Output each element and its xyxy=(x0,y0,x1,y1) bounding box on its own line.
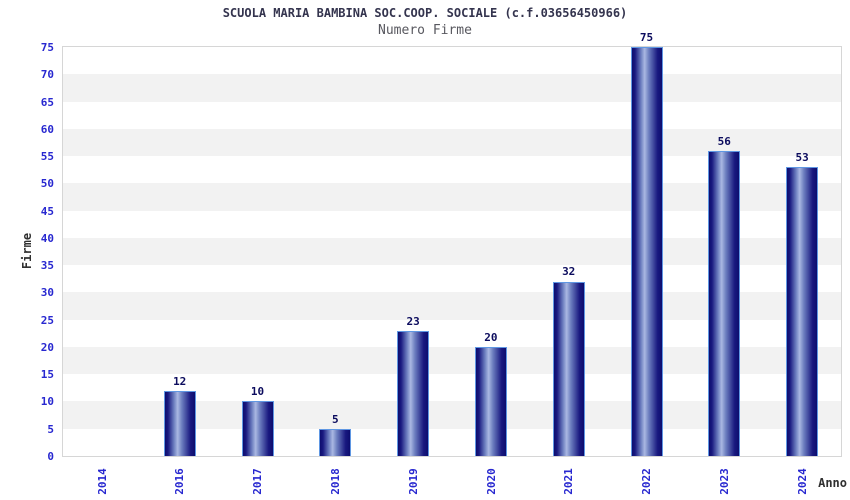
bar-value-label: 12 xyxy=(173,374,187,388)
bar-value-label: 5 xyxy=(331,412,339,426)
bar-2018 xyxy=(319,428,352,456)
bar-value-label: 32 xyxy=(562,265,576,279)
x-axis-title: Anno xyxy=(818,476,847,490)
plot-area xyxy=(62,46,842,457)
chart-subtitle: Numero Firme xyxy=(378,23,472,38)
y-tick-label: 10 xyxy=(40,395,54,409)
x-tick-label: 2018 xyxy=(315,461,355,500)
x-tick-label-text: 2023 xyxy=(717,468,731,495)
bar-2019 xyxy=(397,330,430,456)
grid-band xyxy=(63,47,841,75)
grid-band xyxy=(63,101,841,129)
y-tick-label: 50 xyxy=(40,177,54,191)
y-tick-label: 5 xyxy=(47,422,54,436)
y-tick-label: 55 xyxy=(40,150,54,164)
x-tick-label-text: 2017 xyxy=(251,468,264,495)
grid-band xyxy=(63,74,841,102)
x-tick-label-text: 2019 xyxy=(406,468,420,495)
y-tick-label: 30 xyxy=(40,286,54,300)
x-tick-label: 2017 xyxy=(238,461,278,500)
y-tick-label: 0 xyxy=(47,450,54,463)
x-tick-label: 2022 xyxy=(627,461,667,500)
y-tick-label: 70 xyxy=(40,68,54,82)
x-tick-label-text: 2016 xyxy=(173,468,187,495)
x-tick-label: 2014 xyxy=(82,461,122,500)
bar-2017 xyxy=(241,401,274,456)
x-tick-label-text: 2024 xyxy=(795,468,809,495)
x-tick-label: 2019 xyxy=(393,461,433,500)
bar-value-label: 20 xyxy=(484,330,498,344)
bar-2020 xyxy=(474,346,507,456)
x-tick-label: 2016 xyxy=(160,461,200,500)
bar-value-label: 56 xyxy=(717,134,731,148)
y-tick-label: 45 xyxy=(40,204,54,218)
y-tick-label: 40 xyxy=(40,231,54,245)
x-tick-label-text: 2022 xyxy=(640,468,653,495)
y-tick-label: 20 xyxy=(40,340,54,354)
x-tick-label: 2020 xyxy=(471,461,511,500)
y-tick-label: 35 xyxy=(40,259,54,273)
x-tick-label-text: 2020 xyxy=(484,468,498,495)
y-tick-label: 65 xyxy=(40,95,54,109)
bar-value-label: 23 xyxy=(406,314,420,328)
bar-value-label: 75 xyxy=(639,31,654,44)
y-tick-label: 15 xyxy=(40,368,54,382)
x-tick-label-text: 2021 xyxy=(562,468,576,495)
bar-2016 xyxy=(163,390,196,456)
x-tick-label: 2023 xyxy=(704,461,744,500)
bar-2022 xyxy=(630,47,663,456)
x-tick-label: 2024 xyxy=(782,461,822,500)
bar-2021 xyxy=(552,281,585,456)
y-tick-label: 75 xyxy=(40,41,54,54)
y-tick-label: 60 xyxy=(40,122,54,136)
bar-2024 xyxy=(786,166,819,456)
bar-value-label: 53 xyxy=(795,150,809,164)
bar-value-label: 10 xyxy=(250,385,265,399)
bar-2023 xyxy=(708,150,741,456)
chart-title: SCUOLA MARIA BAMBINA SOC.COOP. SOCIALE (… xyxy=(222,6,628,20)
y-tick-label: 25 xyxy=(40,313,54,327)
x-tick-label-text: 2014 xyxy=(95,468,109,495)
x-tick-label: 2021 xyxy=(549,461,589,500)
x-tick-label-text: 2018 xyxy=(328,468,342,495)
